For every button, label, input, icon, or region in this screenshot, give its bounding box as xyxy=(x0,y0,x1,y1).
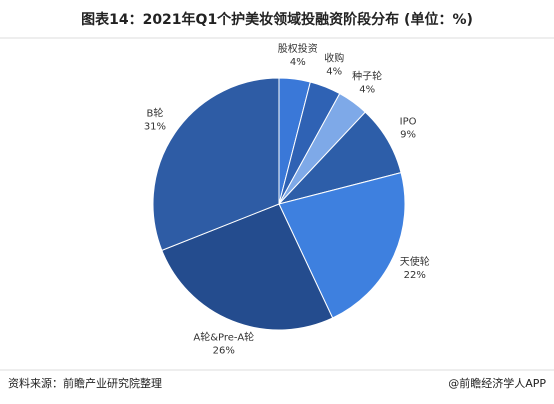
slice-label: B轮 xyxy=(147,107,164,120)
slice-value: 4% xyxy=(326,67,342,78)
pie-slice xyxy=(152,77,280,252)
slice-label: 股权投资 xyxy=(278,42,318,55)
slice-value: 22% xyxy=(404,270,426,281)
slice-value: 4% xyxy=(359,85,375,96)
slice-label: IPO xyxy=(400,117,417,128)
slice-label: 天使轮 xyxy=(400,255,430,268)
pie-slice xyxy=(161,203,334,331)
slice-value: 9% xyxy=(400,130,416,141)
slice-label: A轮&Pre-A轮 xyxy=(193,330,254,343)
slice-value: 31% xyxy=(144,122,166,133)
slice-value: 4% xyxy=(290,57,306,68)
chart-title: 图表14：2021年Q1个护美妆领域投融资阶段分布 (单位：%) xyxy=(81,11,473,28)
brand: @前瞻经济学人APP xyxy=(448,376,546,390)
slice-value: 26% xyxy=(213,345,235,356)
slice-label: 种子轮 xyxy=(352,70,382,83)
pie-slice xyxy=(278,172,406,319)
slice-label: 收购 xyxy=(324,52,344,65)
source: 资料来源：前瞻产业研究院整理 xyxy=(8,376,162,390)
